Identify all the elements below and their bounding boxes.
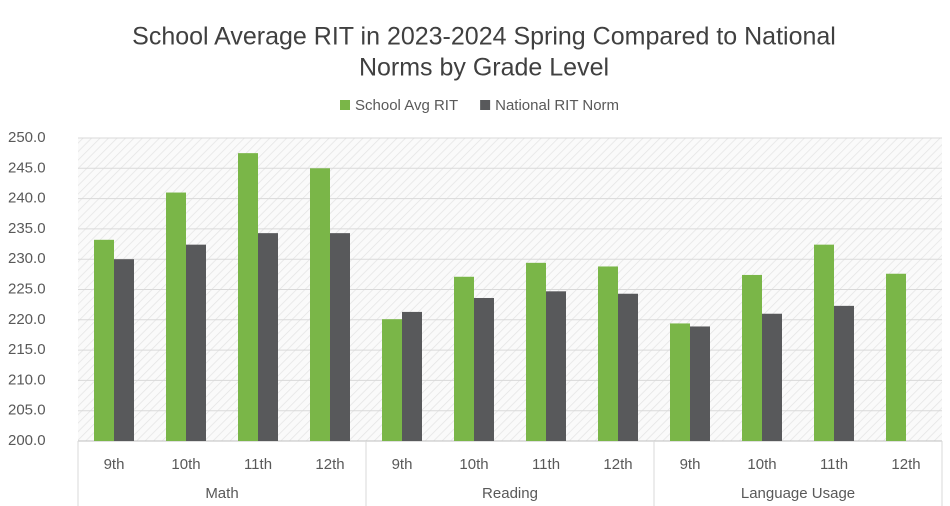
bar — [402, 311, 422, 441]
y-tick-label: 210.0 — [8, 371, 46, 388]
group-label: Math — [205, 485, 238, 502]
bar — [94, 239, 114, 441]
legend-label: National RIT Norm — [495, 97, 619, 114]
bar — [762, 313, 782, 441]
y-tick-label: 230.0 — [8, 250, 46, 267]
bar — [598, 266, 618, 441]
bar — [382, 319, 402, 441]
x-tick-label: 10th — [459, 456, 488, 473]
bar — [670, 323, 690, 441]
x-tick-label: 11th — [820, 456, 848, 473]
y-tick-label: 200.0 — [8, 432, 46, 449]
bar — [114, 259, 134, 441]
bar — [886, 273, 906, 441]
bar — [454, 276, 474, 441]
x-tick-label: 9th — [104, 456, 125, 473]
bar — [238, 153, 258, 441]
bar — [742, 274, 762, 441]
bar — [186, 244, 206, 441]
legend-swatch — [480, 100, 491, 110]
x-tick-label: 10th — [171, 456, 200, 473]
x-tick-label: 11th — [532, 456, 560, 473]
y-tick-label: 245.0 — [8, 159, 46, 176]
bar — [526, 262, 546, 441]
chart-title: Norms by Grade Level — [359, 54, 609, 82]
y-tick-label: 225.0 — [8, 280, 46, 297]
x-tick-label: 12th — [603, 456, 632, 473]
y-tick-label: 205.0 — [8, 402, 46, 419]
x-tick-label: 9th — [680, 456, 701, 473]
x-tick-label: 12th — [891, 456, 920, 473]
bar — [814, 244, 834, 441]
bar — [618, 293, 638, 441]
bar — [546, 291, 566, 441]
y-tick-label: 250.0 — [8, 129, 46, 146]
y-tick-label: 240.0 — [8, 190, 46, 207]
bar — [258, 233, 278, 441]
y-tick-label: 220.0 — [8, 311, 46, 328]
x-tick-label: 11th — [244, 456, 272, 473]
bar — [166, 192, 186, 441]
x-tick-label: 9th — [392, 456, 413, 473]
legend-label: School Avg RIT — [355, 97, 458, 114]
x-tick-label: 12th — [315, 456, 344, 473]
y-tick-label: 235.0 — [8, 220, 46, 237]
bar — [834, 305, 854, 441]
chart-title: School Average RIT in 2023-2024 Spring C… — [132, 23, 836, 51]
y-tick-label: 215.0 — [8, 341, 46, 358]
group-label: Reading — [482, 485, 538, 502]
x-tick-label: 10th — [747, 456, 776, 473]
group-label: Language Usage — [741, 485, 855, 502]
bar — [474, 297, 494, 441]
bar — [310, 168, 330, 442]
bar — [330, 233, 350, 441]
legend-swatch — [340, 100, 350, 110]
bar — [690, 326, 710, 441]
